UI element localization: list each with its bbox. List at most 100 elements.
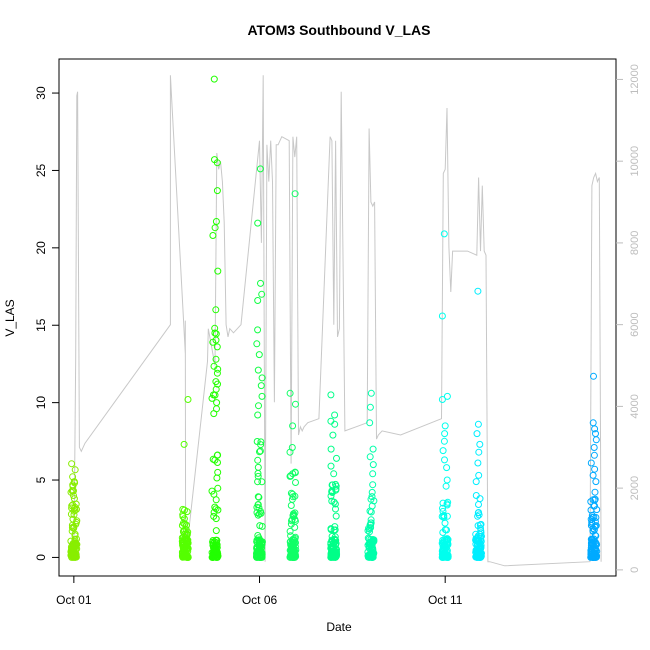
data-point (333, 454, 340, 462)
data-point (253, 438, 261, 445)
data-point (369, 461, 377, 469)
data-point (257, 438, 265, 446)
data-point (472, 548, 480, 556)
data-point (476, 495, 484, 503)
data-point (474, 512, 482, 520)
y2-tick-label: 6000 (629, 312, 641, 336)
data-point (291, 190, 299, 198)
data-point (438, 513, 446, 520)
data-point (439, 547, 447, 555)
data-point (212, 527, 220, 535)
data-point (327, 539, 335, 547)
data-point (258, 374, 266, 382)
data-point (327, 553, 335, 561)
data-point (444, 536, 452, 544)
data-point (214, 380, 221, 388)
data-point (289, 422, 297, 430)
data-point (212, 515, 220, 523)
data-point (70, 523, 78, 531)
x-axis-label: Date (326, 620, 352, 634)
y-tick-label: 20 (34, 241, 48, 255)
data-point (476, 521, 484, 529)
data-point (210, 508, 218, 516)
data-point (214, 267, 222, 275)
data-point (291, 509, 299, 517)
x-tick-label: Oct 06 (242, 593, 278, 607)
data-point (441, 519, 449, 527)
x-tick-label: Oct 01 (56, 593, 92, 607)
data-point (256, 447, 264, 455)
data-point (473, 553, 481, 560)
data-point (330, 470, 338, 478)
data-point (286, 389, 294, 397)
data-point (442, 553, 450, 561)
data-point (440, 437, 448, 445)
plot-frame (58, 58, 617, 577)
chart-title: ATOM3 Southbound V_LAS (247, 22, 430, 38)
data-point (69, 473, 77, 481)
data-point (475, 448, 483, 456)
data-point (441, 422, 449, 430)
data-point (367, 508, 375, 516)
data-point (70, 547, 78, 555)
data-point (440, 511, 448, 519)
data-point (328, 497, 336, 505)
data-point (438, 396, 446, 403)
data-point (327, 445, 335, 453)
data-point (366, 525, 373, 533)
data-point (592, 522, 600, 530)
data-point (213, 474, 221, 482)
data-point (254, 219, 262, 227)
data-point (592, 436, 600, 444)
data-point (213, 405, 220, 413)
data-point (255, 549, 263, 557)
data-point (331, 526, 339, 534)
data-point (592, 478, 600, 486)
data-point (179, 550, 186, 558)
data-point (332, 482, 340, 490)
data-point (210, 75, 218, 83)
data-point (69, 546, 77, 554)
data-point (327, 492, 335, 500)
data-point (258, 392, 266, 400)
data-point (211, 324, 219, 332)
data-point (441, 456, 448, 464)
data-point (257, 509, 265, 517)
y2-tick-label: 0 (629, 567, 641, 573)
data-point (209, 455, 217, 463)
data-point (287, 502, 295, 509)
data-point (214, 506, 222, 514)
x-tick-label: Oct 11 (428, 593, 463, 607)
data-point (589, 471, 597, 479)
data-point (256, 522, 264, 530)
data-point (590, 526, 598, 534)
data-point (254, 478, 262, 486)
data-point (441, 526, 449, 534)
data-point (287, 472, 295, 480)
data-point (212, 385, 220, 393)
data-point (211, 329, 219, 337)
data-point (255, 402, 262, 410)
data-point (369, 481, 377, 489)
data-point (475, 471, 483, 479)
data-point (368, 488, 376, 496)
data-point (180, 546, 188, 554)
data-point (475, 501, 482, 508)
data-point (70, 495, 78, 503)
data-point (288, 516, 296, 524)
data-point (327, 525, 335, 533)
data-point (253, 340, 261, 348)
data-point (440, 230, 448, 238)
data-point (70, 492, 77, 499)
data-point (588, 536, 596, 544)
data-point (253, 553, 261, 561)
data-point (332, 552, 339, 560)
data-point (73, 505, 80, 513)
data-point (443, 512, 451, 520)
data-point (69, 515, 77, 523)
data-point (255, 351, 263, 359)
data-point (331, 533, 339, 541)
data-point (367, 516, 375, 524)
data-point (369, 470, 377, 478)
